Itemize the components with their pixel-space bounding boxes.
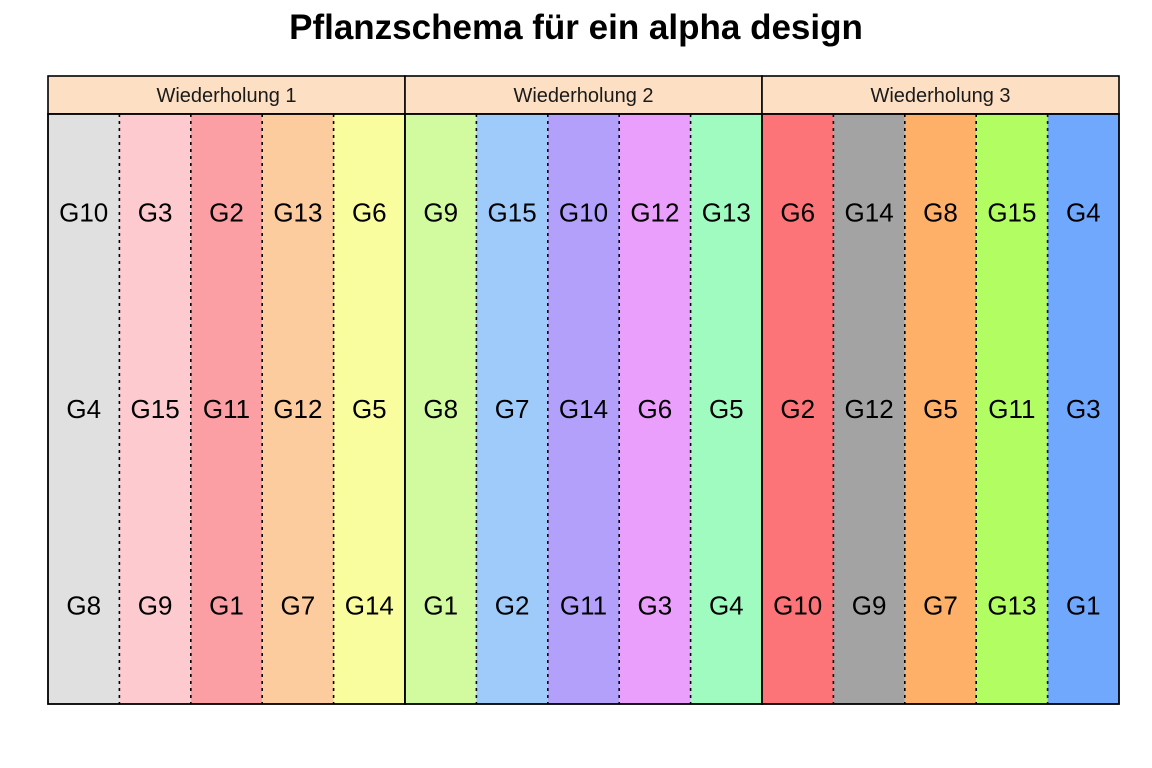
genotype-label: G6	[352, 197, 387, 227]
genotype-label: G1	[209, 591, 244, 621]
genotype-label: G13	[987, 591, 1036, 621]
genotype-label: G15	[987, 197, 1036, 227]
facet-label: Wiederholung 1	[156, 85, 296, 107]
genotype-label: G14	[559, 394, 608, 424]
genotype-label: G3	[138, 197, 173, 227]
genotype-label: G2	[780, 394, 815, 424]
genotype-label: G15	[488, 197, 537, 227]
genotype-label: G12	[845, 394, 894, 424]
genotype-label: G6	[780, 197, 815, 227]
genotype-label: G9	[138, 591, 173, 621]
genotype-label: G11	[988, 394, 1035, 424]
block-fill	[333, 114, 405, 704]
genotype-label: G12	[273, 394, 322, 424]
block-fill	[262, 114, 334, 704]
block-fill	[119, 114, 191, 704]
genotype-label: G3	[638, 591, 673, 621]
block-fill	[48, 114, 120, 704]
genotype-label: G1	[423, 591, 458, 621]
genotype-label: G4	[1066, 197, 1101, 227]
genotype-label: G2	[495, 591, 530, 621]
genotype-label: G8	[923, 197, 958, 227]
genotype-label: G9	[852, 591, 887, 621]
block-fill	[904, 114, 977, 704]
genotype-label: G14	[345, 591, 394, 621]
block-fill	[833, 114, 905, 704]
genotype-label: G5	[923, 394, 958, 424]
genotype-label: G4	[709, 591, 744, 621]
genotype-label: G15	[131, 394, 180, 424]
genotype-label: G11	[560, 591, 607, 621]
genotype-label: G8	[66, 591, 101, 621]
block-fill	[190, 114, 263, 704]
facet-strip	[404, 75, 763, 115]
genotype-label: G14	[845, 197, 894, 227]
block-fill	[547, 114, 620, 704]
genotype-label: G13	[702, 197, 751, 227]
genotype-label: G2	[209, 197, 244, 227]
genotype-label: G7	[281, 591, 316, 621]
genotype-label: G11	[203, 394, 250, 424]
genotype-label: G5	[352, 394, 387, 424]
genotype-label: G12	[630, 197, 679, 227]
genotype-label: G10	[59, 197, 108, 227]
genotype-label: G10	[773, 591, 822, 621]
block-fill	[405, 114, 477, 704]
block-fill	[762, 114, 834, 704]
panel-border	[761, 113, 1120, 705]
block-fill	[690, 114, 762, 704]
block-fill	[1047, 114, 1119, 704]
genotype-label: G4	[66, 394, 101, 424]
chart-title: Pflanzschema für ein alpha design	[289, 8, 863, 47]
facet-label: Wiederholung 3	[870, 85, 1010, 107]
genotype-label: G7	[923, 591, 958, 621]
genotype-label: G6	[638, 394, 673, 424]
facet-strip	[761, 75, 1120, 115]
genotype-label: G5	[709, 394, 744, 424]
facet-label: Wiederholung 2	[513, 85, 653, 107]
genotype-label: G3	[1066, 394, 1101, 424]
genotype-label: G7	[495, 394, 530, 424]
block-fill	[619, 114, 691, 704]
genotype-label: G9	[423, 197, 458, 227]
genotype-label: G13	[273, 197, 322, 227]
genotype-label: G1	[1066, 591, 1101, 621]
block-fill	[976, 114, 1048, 704]
facet-strip	[47, 75, 406, 115]
genotype-label: G10	[559, 197, 608, 227]
block-fill	[476, 114, 548, 704]
genotype-label: G8	[423, 394, 458, 424]
